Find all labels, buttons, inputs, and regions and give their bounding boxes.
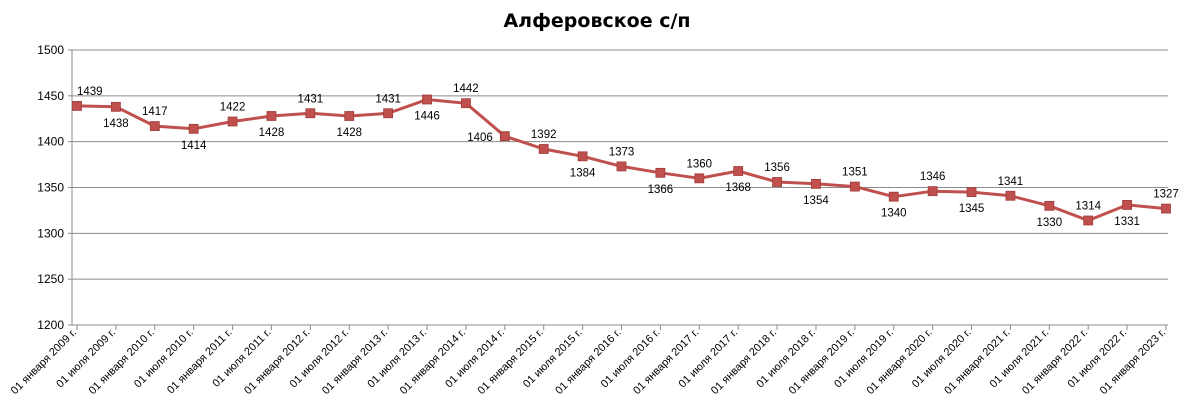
data-point — [888, 191, 899, 202]
data-point — [1122, 200, 1133, 210]
data-point — [1161, 203, 1171, 214]
x-tick-label: 01 января 2011 г. — [165, 327, 235, 397]
data-point — [499, 131, 510, 142]
data-label: 1373 — [609, 146, 635, 158]
data-label: 1327 — [1153, 189, 1179, 201]
y-tick-label: 1300 — [37, 226, 64, 240]
series-line-group — [72, 94, 1171, 226]
data-label: 1414 — [181, 140, 207, 152]
data-point — [577, 151, 588, 162]
y-axis: 1200 1250 1300 1350 1400 1450 1500 — [37, 43, 73, 332]
data-label: 1392 — [531, 129, 557, 141]
data-point — [461, 98, 471, 109]
data-label: 1406 — [467, 132, 493, 144]
x-axis: 01 января 2009 г.01 июля 2009 г.01 январ… — [9, 324, 1168, 397]
x-tick-label: 01 января 2019 г. — [787, 327, 857, 397]
data-point — [266, 111, 277, 121]
data-label: 1439 — [77, 86, 103, 98]
y-tick-label: 1350 — [37, 181, 64, 195]
data-point — [616, 161, 627, 172]
y-tick-label: 1450 — [37, 89, 64, 103]
data-label: 1428 — [336, 127, 362, 139]
data-label: 1384 — [570, 167, 596, 179]
data-point — [811, 178, 821, 189]
data-label: 1446 — [414, 111, 440, 123]
series-line — [76, 98, 1167, 222]
x-tick-label: 01 января 2015 г. — [476, 327, 546, 397]
chart-title: Алферовское с/п — [503, 10, 690, 32]
data-label: 1314 — [1075, 201, 1101, 213]
data-label: 1351 — [842, 167, 868, 179]
data-point — [1083, 215, 1094, 226]
data-point — [538, 144, 549, 154]
data-label: 1356 — [764, 162, 790, 174]
y-tick-label: 1500 — [37, 43, 64, 57]
x-tick-label: 01 января 2013 г. — [320, 327, 390, 397]
data-label: 1417 — [142, 106, 168, 118]
data-point — [849, 181, 860, 192]
data-point — [694, 173, 705, 184]
data-label: 1331 — [1114, 216, 1140, 228]
data-point — [149, 121, 160, 131]
data-point — [305, 108, 316, 119]
data-label: 1346 — [920, 171, 946, 183]
x-tick-label: 01 января 2018 г. — [709, 327, 779, 397]
data-labels: 1439 1438 1417 1414 1422 1428 1431 1428 1431 1446… — [77, 83, 1179, 229]
data-label: 1431 — [375, 93, 401, 105]
data-label: 1354 — [803, 195, 829, 207]
y-tick-label: 1400 — [37, 135, 64, 149]
x-tick-label: 01 января 2010 г. — [87, 327, 157, 397]
data-point — [110, 101, 121, 112]
x-tick-label: 01 января 2023 г. — [1098, 327, 1168, 397]
x-tick-label: 01 января 2009 г. — [9, 327, 79, 397]
data-point — [1005, 190, 1016, 201]
data-label: 1345 — [959, 203, 985, 215]
x-tick-label: 01 января 2021 г. — [942, 327, 1012, 397]
data-label: 1438 — [103, 118, 129, 130]
x-tick-label: 01 января 2012 г. — [242, 327, 312, 397]
data-point — [927, 186, 938, 197]
y-tick-label: 1250 — [37, 272, 64, 286]
data-point — [733, 166, 744, 176]
data-label: 1368 — [725, 182, 751, 194]
x-tick-label: 01 января 2014 г. — [398, 327, 468, 397]
y-tick-label: 1200 — [37, 318, 64, 332]
data-label: 1340 — [881, 208, 907, 220]
data-label: 1431 — [298, 93, 324, 105]
data-label: 1442 — [453, 83, 479, 95]
data-label: 1422 — [220, 102, 246, 114]
grid-lines — [72, 49, 1168, 280]
x-tick-label: 01 января 2022 г. — [1020, 327, 1090, 397]
data-point — [422, 94, 432, 105]
data-label: 1360 — [686, 158, 712, 170]
data-label: 1428 — [259, 127, 285, 139]
data-point — [655, 167, 666, 178]
data-label: 1341 — [998, 176, 1024, 188]
data-point — [383, 108, 394, 119]
data-point — [1044, 200, 1055, 211]
x-tick-label: 01 января 2017 г. — [631, 327, 701, 397]
data-label: 1366 — [648, 184, 674, 196]
data-point — [188, 123, 199, 134]
data-label: 1330 — [1037, 217, 1063, 229]
x-tick-label: 01 января 2016 г. — [553, 327, 623, 397]
data-point — [72, 101, 82, 111]
x-tick-label: 01 января 2020 г. — [864, 327, 934, 397]
data-point — [227, 116, 238, 127]
data-point — [772, 177, 782, 187]
data-point — [966, 187, 977, 197]
data-point — [344, 111, 355, 121]
